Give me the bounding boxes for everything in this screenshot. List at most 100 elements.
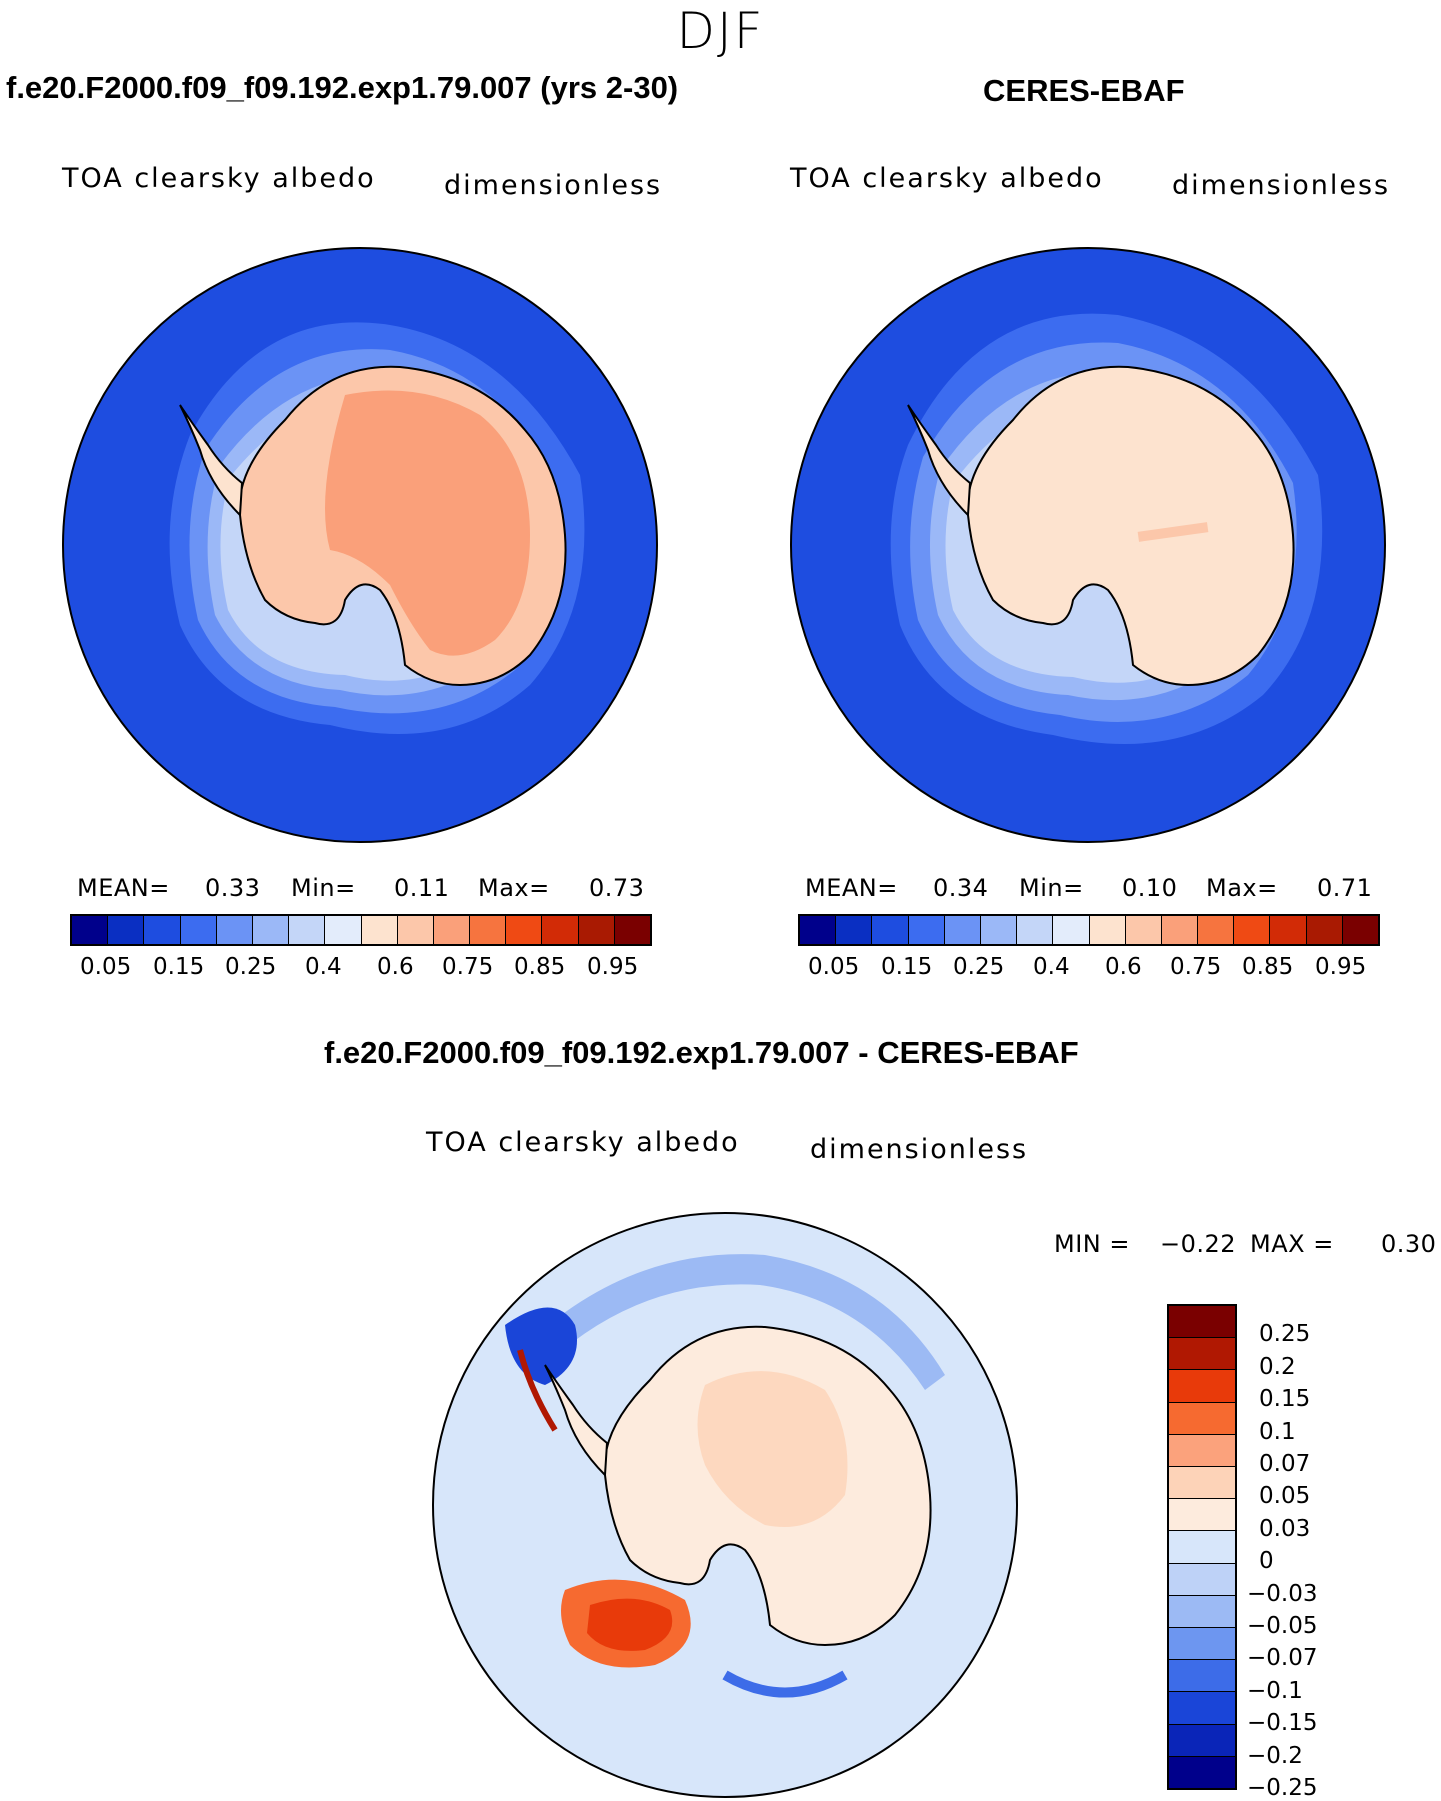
colorbar-swatch [542,916,579,944]
diff-colorbar-tick: 0.25 [1259,1321,1311,1348]
colorbar-swatch [433,916,471,944]
diff-polar-map [432,1212,1018,1798]
right-colorbar [798,914,1380,946]
colorbar-swatch [361,916,398,944]
diff-colorbar-tick: −0.03 [1247,1580,1318,1607]
diff-min-label: MIN = [1054,1230,1130,1258]
colorbar-swatch [614,916,650,944]
right-colorbar-tick: 0.95 [1315,954,1367,980]
left-colorbar-tick: 0.85 [514,954,566,980]
right-mean-value: 0.34 [933,874,989,902]
left-variable-label: TOA clearsky albedo [62,163,376,194]
diff-colorbar-tick: −0.25 [1247,1775,1318,1801]
right-mean-label: MEAN= [805,874,898,902]
colorbar-swatch [1342,916,1378,944]
colorbar-swatch [1169,1595,1235,1629]
diff-peninsula [544,1364,609,1478]
colorbar-swatch [1169,1306,1235,1339]
colorbar-swatch [1169,1467,1235,1500]
colorbar-swatch [108,916,145,944]
left-mean-value: 0.33 [205,874,261,902]
left-colorbar-tick: 0.4 [305,954,342,980]
colorbar-swatch [1169,1660,1235,1693]
colorbar-swatch [1169,1338,1235,1371]
colorbar-swatch [216,916,253,944]
colorbar-swatch [180,916,217,944]
colorbar-swatch [980,916,1018,944]
right-colorbar-tick: 0.75 [1170,954,1222,980]
right-variable-label: TOA clearsky albedo [790,163,1104,194]
right-max-value: 0.71 [1317,874,1373,902]
diff-min-value: −0.22 [1160,1230,1237,1258]
diff-panel-title: f.e20.F2000.f09_f09.192.exp1.79.007 - CE… [324,1035,1079,1070]
diff-colorbar-tick: −0.05 [1247,1613,1318,1639]
diff-coast-positive [517,1349,558,1432]
left-min-value: 0.11 [394,874,450,902]
left-min-label: Min= [291,874,356,902]
colorbar-swatch [1270,916,1307,944]
colorbar-swatch [470,916,507,944]
diff-colorbar-tick: 0.05 [1259,1483,1311,1510]
colorbar-swatch [1198,916,1235,944]
left-peninsula [179,404,244,518]
colorbar-swatch [1234,916,1271,944]
colorbar-swatch [908,916,945,944]
diff-max-label: MAX = [1250,1230,1334,1258]
colorbar-swatch [1125,916,1162,944]
colorbar-swatch [1169,1628,1235,1661]
diff-colorbar-tick: −0.2 [1247,1742,1303,1769]
diff-colorbar-ticks: 0.25 0.2 0.15 0.1 0.07 0.05 0.03 0 −0.03 −0.05 −0.… [1247,1304,1327,1801]
colorbar-swatch [1169,1692,1235,1725]
left-max-label: Max= [478,874,550,902]
right-min-value: 0.10 [1122,874,1178,902]
colorbar-swatch [800,916,837,944]
right-peninsula [907,404,972,518]
right-colorbar-tick: 0.4 [1033,954,1070,980]
colorbar-swatch [72,916,109,944]
colorbar-swatch [1169,1724,1235,1757]
right-interior-feature [1137,522,1209,542]
diff-colorbar-tick: −0.15 [1247,1710,1318,1737]
colorbar-swatch [1017,916,1054,944]
colorbar-swatch [397,916,434,944]
right-colorbar-tick: 0.85 [1242,954,1294,980]
right-max-label: Max= [1206,874,1278,902]
colorbar-swatch [1169,1499,1235,1532]
right-polar-map [790,247,1386,843]
diff-interior-positive [697,1371,848,1527]
left-max-value: 0.73 [589,874,645,902]
diff-max-value: 0.30 [1381,1230,1437,1258]
colorbar-swatch [1306,916,1343,944]
colorbar-swatch [1089,916,1126,944]
left-colorbar [70,914,652,946]
right-antarctica [966,365,1295,687]
colorbar-swatch [1169,1531,1235,1564]
colorbar-swatch [944,916,981,944]
left-colorbar-tick: 0.6 [377,954,414,980]
colorbar-swatch [1161,916,1199,944]
left-panel-title: f.e20.F2000.f09_f09.192.exp1.79.007 (yrs… [6,70,679,105]
diff-colorbar-tick: 0.15 [1259,1386,1311,1413]
colorbar-swatch [506,916,543,944]
right-colorbar-tick: 0.25 [953,954,1005,980]
diff-colorbar-tick: −0.07 [1247,1645,1318,1672]
diff-ross-sea-inner [587,1598,673,1651]
diff-ocean-blue-arc [515,1254,945,1390]
season-title: DJF [676,2,765,60]
colorbar-swatch [1169,1563,1235,1596]
diff-colorbar [1167,1304,1237,1790]
colorbar-swatch [289,916,326,944]
diff-colorbar-tick: 0 [1259,1548,1274,1575]
diff-colorbar-tick: −0.1 [1247,1677,1303,1704]
left-plateau [325,390,530,656]
left-mean-label: MEAN= [77,874,170,902]
colorbar-swatch [1053,916,1090,944]
colorbar-swatch [578,916,615,944]
diff-variable-label: TOA clearsky albedo [426,1127,740,1158]
colorbar-swatch [252,916,290,944]
left-polar-map [62,247,658,843]
colorbar-swatch [325,916,362,944]
diff-colorbar-tick: 0.07 [1259,1451,1311,1477]
colorbar-swatch [1169,1402,1235,1435]
colorbar-swatch [144,916,181,944]
